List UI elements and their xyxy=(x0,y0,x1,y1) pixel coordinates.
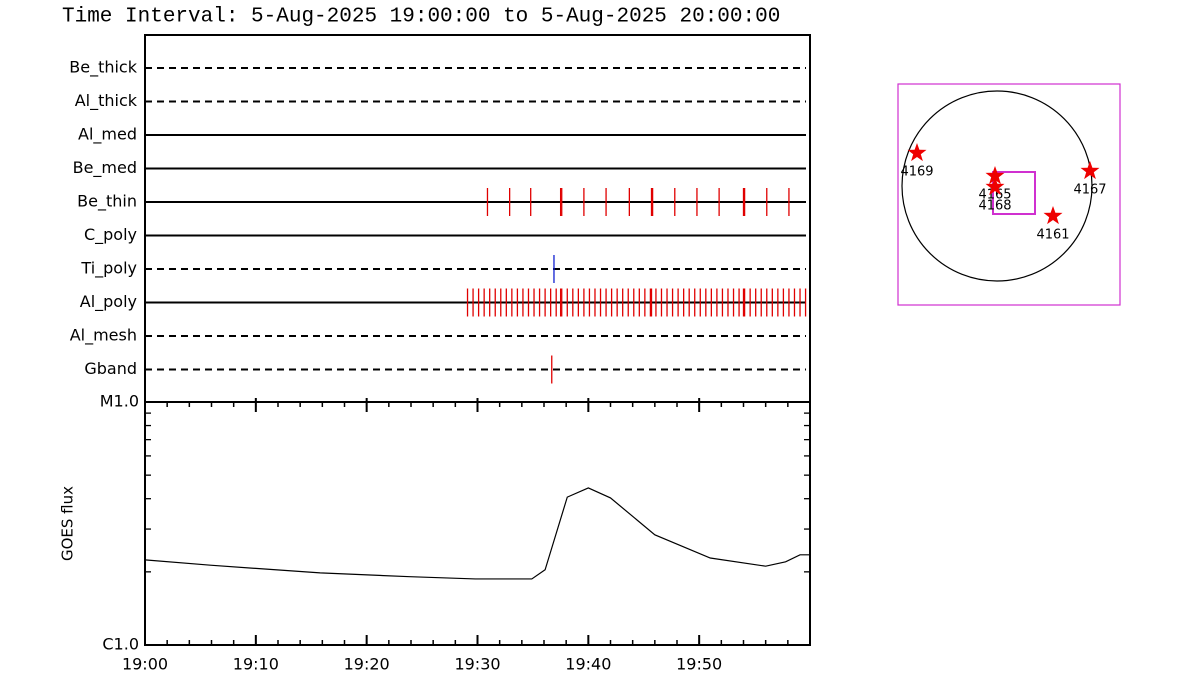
x-tick-label: 19:30 xyxy=(454,655,500,674)
row-label: Gband xyxy=(84,359,137,378)
y-axis-label: GOES flux xyxy=(59,486,77,561)
flux-line xyxy=(144,487,810,580)
region-label: 4165 xyxy=(978,188,1011,203)
region-marker xyxy=(1080,161,1100,180)
row-label: Al_med xyxy=(78,125,137,145)
region-label: 4167 xyxy=(1073,183,1106,198)
x-tick-label: 19:40 xyxy=(565,655,611,674)
row-label: Al_poly xyxy=(80,292,137,312)
region-label: 4169 xyxy=(900,165,933,180)
x-tick-label: 19:00 xyxy=(122,655,168,674)
y-tick-label: C1.0 xyxy=(102,635,139,654)
row-label: Al_thick xyxy=(75,91,138,111)
map-frame xyxy=(897,83,1121,306)
row-label: Be_thin xyxy=(77,192,137,212)
y-tick-label: M1.0 xyxy=(100,392,139,411)
region-label: 4161 xyxy=(1036,228,1069,243)
field-of-view xyxy=(992,171,1036,215)
region-marker xyxy=(985,166,1005,185)
row-label: Ti_poly xyxy=(80,259,137,279)
row-label: Be_thick xyxy=(69,58,137,78)
region-marker xyxy=(1043,206,1063,225)
region-marker xyxy=(985,177,1005,196)
solar-disk xyxy=(901,90,1093,282)
x-tick-label: 19:10 xyxy=(233,655,279,674)
chart-title: Time Interval: 5-Aug-2025 19:00:00 to 5-… xyxy=(62,6,780,29)
row-label: Be_med xyxy=(73,158,137,178)
row-label: C_poly xyxy=(84,225,137,245)
region-marker xyxy=(907,143,927,162)
x-tick-label: 19:50 xyxy=(676,655,722,674)
x-tick-label: 19:20 xyxy=(344,655,390,674)
row-label: Al_mesh xyxy=(70,326,137,346)
region-label: 4168 xyxy=(978,199,1011,214)
